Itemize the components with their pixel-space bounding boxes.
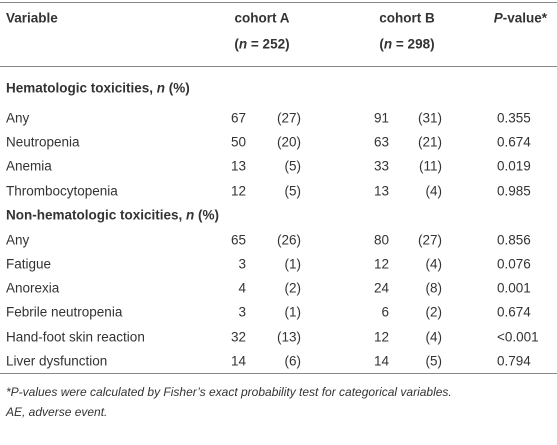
cell: 13 bbox=[373, 182, 389, 198]
bottom-rule bbox=[0, 373, 557, 374]
text: (%) bbox=[194, 207, 220, 223]
cell: 50 bbox=[230, 134, 246, 150]
cell: 65 bbox=[230, 232, 246, 248]
text: n bbox=[156, 80, 166, 96]
cell: 80 bbox=[373, 232, 389, 248]
cell: 0.674 bbox=[497, 134, 531, 150]
cell: 3 bbox=[238, 256, 246, 272]
cell: (11) bbox=[418, 158, 442, 174]
text: P bbox=[493, 10, 503, 26]
cell: 12 bbox=[373, 328, 389, 344]
header-cohort-b-size: (n = 298) bbox=[379, 37, 434, 51]
cell: 91 bbox=[373, 110, 389, 126]
cell: (5) bbox=[284, 158, 302, 174]
cell: 14 bbox=[230, 353, 246, 369]
cell: 0.985 bbox=[497, 182, 531, 198]
text: = 252) bbox=[247, 36, 290, 52]
cell: 12 bbox=[230, 182, 246, 198]
footnote: *P-values were calculated by Fisher’s ex… bbox=[6, 385, 452, 399]
cell: (8) bbox=[425, 280, 443, 296]
row-label: Fatigue bbox=[6, 256, 52, 272]
cell: 4 bbox=[238, 280, 246, 296]
cell: (13) bbox=[276, 328, 301, 344]
cell: <0.001 bbox=[497, 328, 539, 344]
text: n bbox=[186, 207, 195, 223]
cell: 0.076 bbox=[497, 256, 531, 272]
cell: (2) bbox=[425, 304, 443, 320]
cell: 32 bbox=[230, 328, 246, 344]
cell: 6 bbox=[381, 304, 389, 320]
cell: (31) bbox=[417, 110, 442, 126]
row-label: Any bbox=[6, 232, 30, 248]
text: Hematologic toxicities, bbox=[6, 80, 157, 96]
text: n bbox=[383, 36, 393, 52]
cell: (27) bbox=[417, 232, 442, 248]
header-cohort-a: cohort A bbox=[234, 10, 290, 26]
row-label: Any bbox=[6, 110, 30, 126]
footnote: AE, adverse event. bbox=[6, 405, 108, 419]
cell: (26) bbox=[276, 232, 301, 248]
row-label: Anemia bbox=[6, 158, 52, 174]
cell: (1) bbox=[284, 304, 302, 320]
header-variable: Variable bbox=[6, 10, 58, 26]
row-label: Febrile neutropenia bbox=[6, 304, 123, 320]
cell: (21) bbox=[417, 134, 442, 150]
cell: 0.001 bbox=[497, 280, 531, 296]
cell: 12 bbox=[373, 256, 389, 272]
header-rule bbox=[0, 66, 557, 67]
text: = 298) bbox=[392, 36, 435, 52]
text: ( bbox=[379, 36, 384, 52]
cell: (6) bbox=[284, 353, 302, 369]
cell: 33 bbox=[373, 158, 389, 174]
cell: 0.794 bbox=[497, 353, 531, 369]
header-cohort-a-size: (n = 252) bbox=[234, 37, 289, 51]
cell: (20) bbox=[276, 134, 301, 150]
cell: (2) bbox=[284, 280, 302, 296]
cell: 67 bbox=[230, 110, 246, 126]
cell: 0.856 bbox=[497, 232, 531, 248]
cell: 24 bbox=[373, 280, 389, 296]
cell: (1) bbox=[284, 256, 302, 272]
text: n bbox=[238, 36, 248, 52]
row-label: Anorexia bbox=[6, 280, 60, 296]
cell: 63 bbox=[373, 134, 389, 150]
text: ( bbox=[234, 36, 239, 52]
top-rule bbox=[0, 2, 557, 3]
text: (%) bbox=[165, 80, 190, 96]
header-p-value: P-value* bbox=[494, 11, 547, 25]
cell: 14 bbox=[373, 353, 389, 369]
cell: (4) bbox=[425, 182, 443, 198]
row-label: Liver dysfunction bbox=[6, 353, 108, 369]
cell: 0.674 bbox=[497, 304, 531, 320]
cell: 0.019 bbox=[497, 158, 531, 174]
cell: 0.355 bbox=[497, 110, 531, 126]
row-label: Thrombocytopenia bbox=[6, 182, 118, 198]
section-title: Hematologic toxicities, n (%) bbox=[6, 81, 190, 95]
cell: 13 bbox=[230, 158, 246, 174]
cell: (4) bbox=[425, 256, 443, 272]
header-cohort-b: cohort B bbox=[379, 10, 435, 26]
cell: (27) bbox=[276, 110, 301, 126]
cell: (5) bbox=[425, 353, 443, 369]
cell: (5) bbox=[284, 182, 302, 198]
cell: (4) bbox=[425, 328, 443, 344]
text: -value* bbox=[502, 10, 547, 26]
row-label: Hand-foot skin reaction bbox=[6, 328, 145, 344]
text: Non-hematologic toxicities, bbox=[6, 207, 187, 223]
row-label: Neutropenia bbox=[6, 134, 80, 150]
section-title: Non-hematologic toxicities, n (%) bbox=[6, 208, 219, 222]
cell: 3 bbox=[238, 304, 246, 320]
